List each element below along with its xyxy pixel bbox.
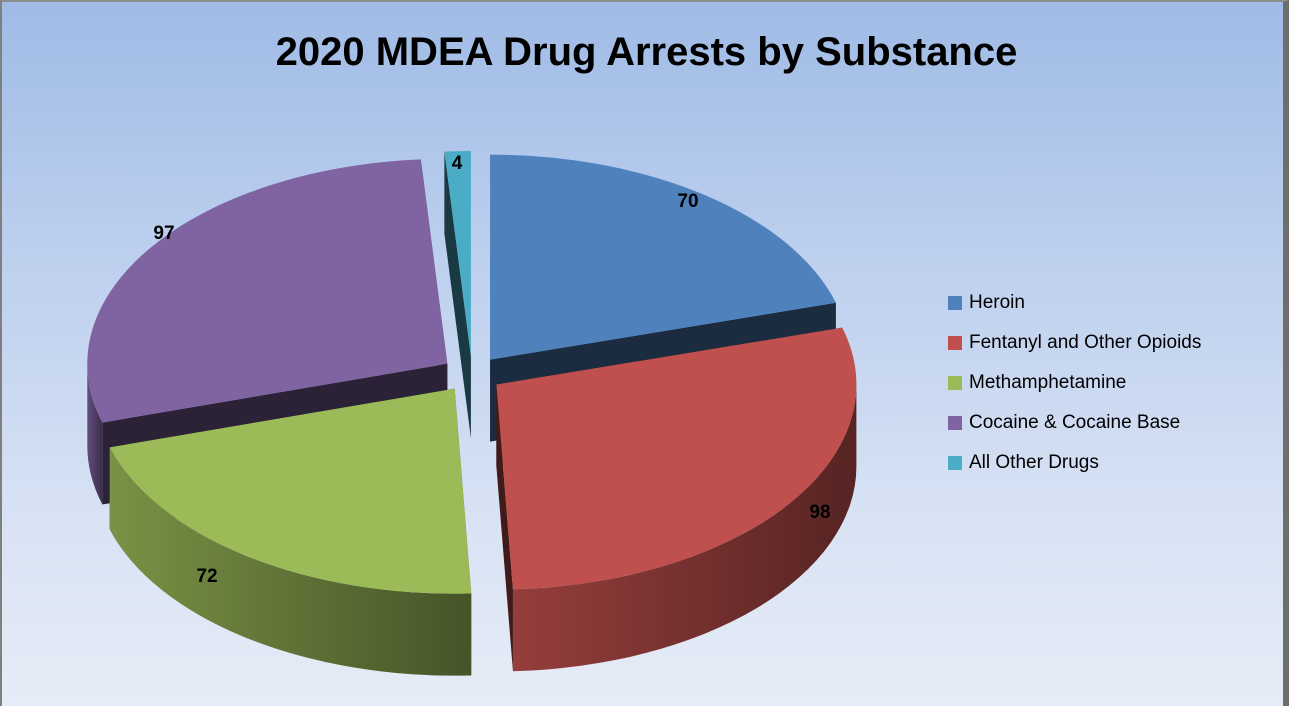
slice-all-other-drugs-wall-start <box>444 151 471 439</box>
legend-swatch <box>948 336 962 350</box>
chart-title: 2020 MDEA Drug Arrests by Substance <box>275 30 1018 74</box>
legend: Heroin Fentanyl and Other Opioids Methamph… <box>948 286 1201 486</box>
legend-swatch <box>948 416 962 430</box>
legend-swatch <box>948 296 962 310</box>
slice-methamphetamine-top <box>109 388 472 594</box>
slice-cocaine-cocaine-base-top <box>87 159 448 423</box>
legend-label: Fentanyl and Other Opioids <box>969 332 1202 353</box>
legend-swatch <box>948 456 962 470</box>
slice-methamphetamine-side <box>109 447 472 676</box>
legend-label: Heroin <box>969 292 1025 313</box>
slice-cocaine-cocaine-base-side <box>87 363 103 505</box>
slice-all-other-drugs-top <box>444 151 471 357</box>
slice-fentanyl-and-other-opioids-top <box>496 327 857 590</box>
data-label-fentanyl-and-other-opioids: 98 <box>809 502 830 523</box>
legend-label: Methamphetamine <box>969 372 1127 393</box>
legend-item-methamphetamine: Methamphetamine <box>948 366 1201 400</box>
data-label-heroin: 70 <box>677 191 698 212</box>
pie-tops <box>87 151 857 594</box>
data-label-cocaine-cocaine-base: 97 <box>153 223 174 244</box>
legend-label: Cocaine & Cocaine Base <box>969 412 1181 433</box>
legend-label: All Other Drugs <box>969 452 1099 473</box>
slice-heroin-top <box>490 154 836 360</box>
slice-fentanyl-and-other-opioids-side <box>512 384 857 672</box>
slice-fentanyl-and-other-opioids-wall-end <box>496 384 513 672</box>
data-label-all-other-drugs: 4 <box>452 153 463 174</box>
legend-swatch <box>948 376 962 390</box>
legend-item-all-other-drugs: All Other Drugs <box>948 446 1201 480</box>
data-label-methamphetamine: 72 <box>196 566 217 587</box>
legend-item-cocaine-cocaine-base: Cocaine & Cocaine Base <box>948 406 1201 440</box>
legend-item-heroin: Heroin <box>948 286 1201 320</box>
legend-item-fentanyl-and-other-opioids: Fentanyl and Other Opioids <box>948 326 1201 360</box>
